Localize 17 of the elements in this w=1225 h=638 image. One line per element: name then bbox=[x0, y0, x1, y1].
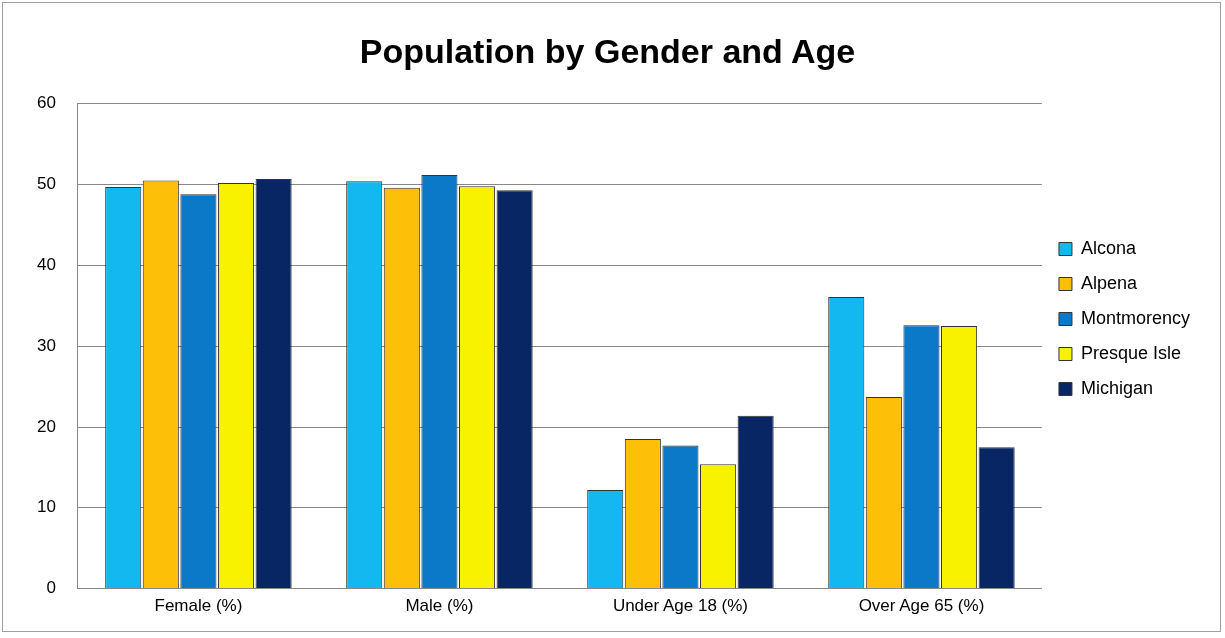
y-tick-label: 0 bbox=[46, 578, 56, 598]
x-tick-label: Male (%) bbox=[405, 596, 474, 616]
legend-label: Alcona bbox=[1080, 237, 1137, 258]
y-tick-label: 10 bbox=[36, 497, 56, 517]
legend-label: Alpena bbox=[1080, 272, 1138, 293]
x-tick-label: Under Age 18 (%) bbox=[612, 596, 749, 616]
y-tick-label: 60 bbox=[36, 93, 56, 113]
y-tick-label: 20 bbox=[36, 416, 56, 436]
legend-label: Michigan bbox=[1080, 377, 1154, 398]
x-tick-label: Female (%) bbox=[154, 596, 243, 616]
legend-label: Montmorency bbox=[1080, 307, 1191, 328]
x-tick-label: Over Age 65 (%) bbox=[858, 596, 985, 616]
chart-title: Population by Gender and Age bbox=[359, 31, 856, 70]
y-tick-label: 50 bbox=[36, 174, 56, 194]
y-tick-label: 30 bbox=[36, 335, 56, 355]
y-tick-label: 40 bbox=[36, 255, 56, 275]
legend-label: Presque Isle bbox=[1080, 342, 1182, 363]
